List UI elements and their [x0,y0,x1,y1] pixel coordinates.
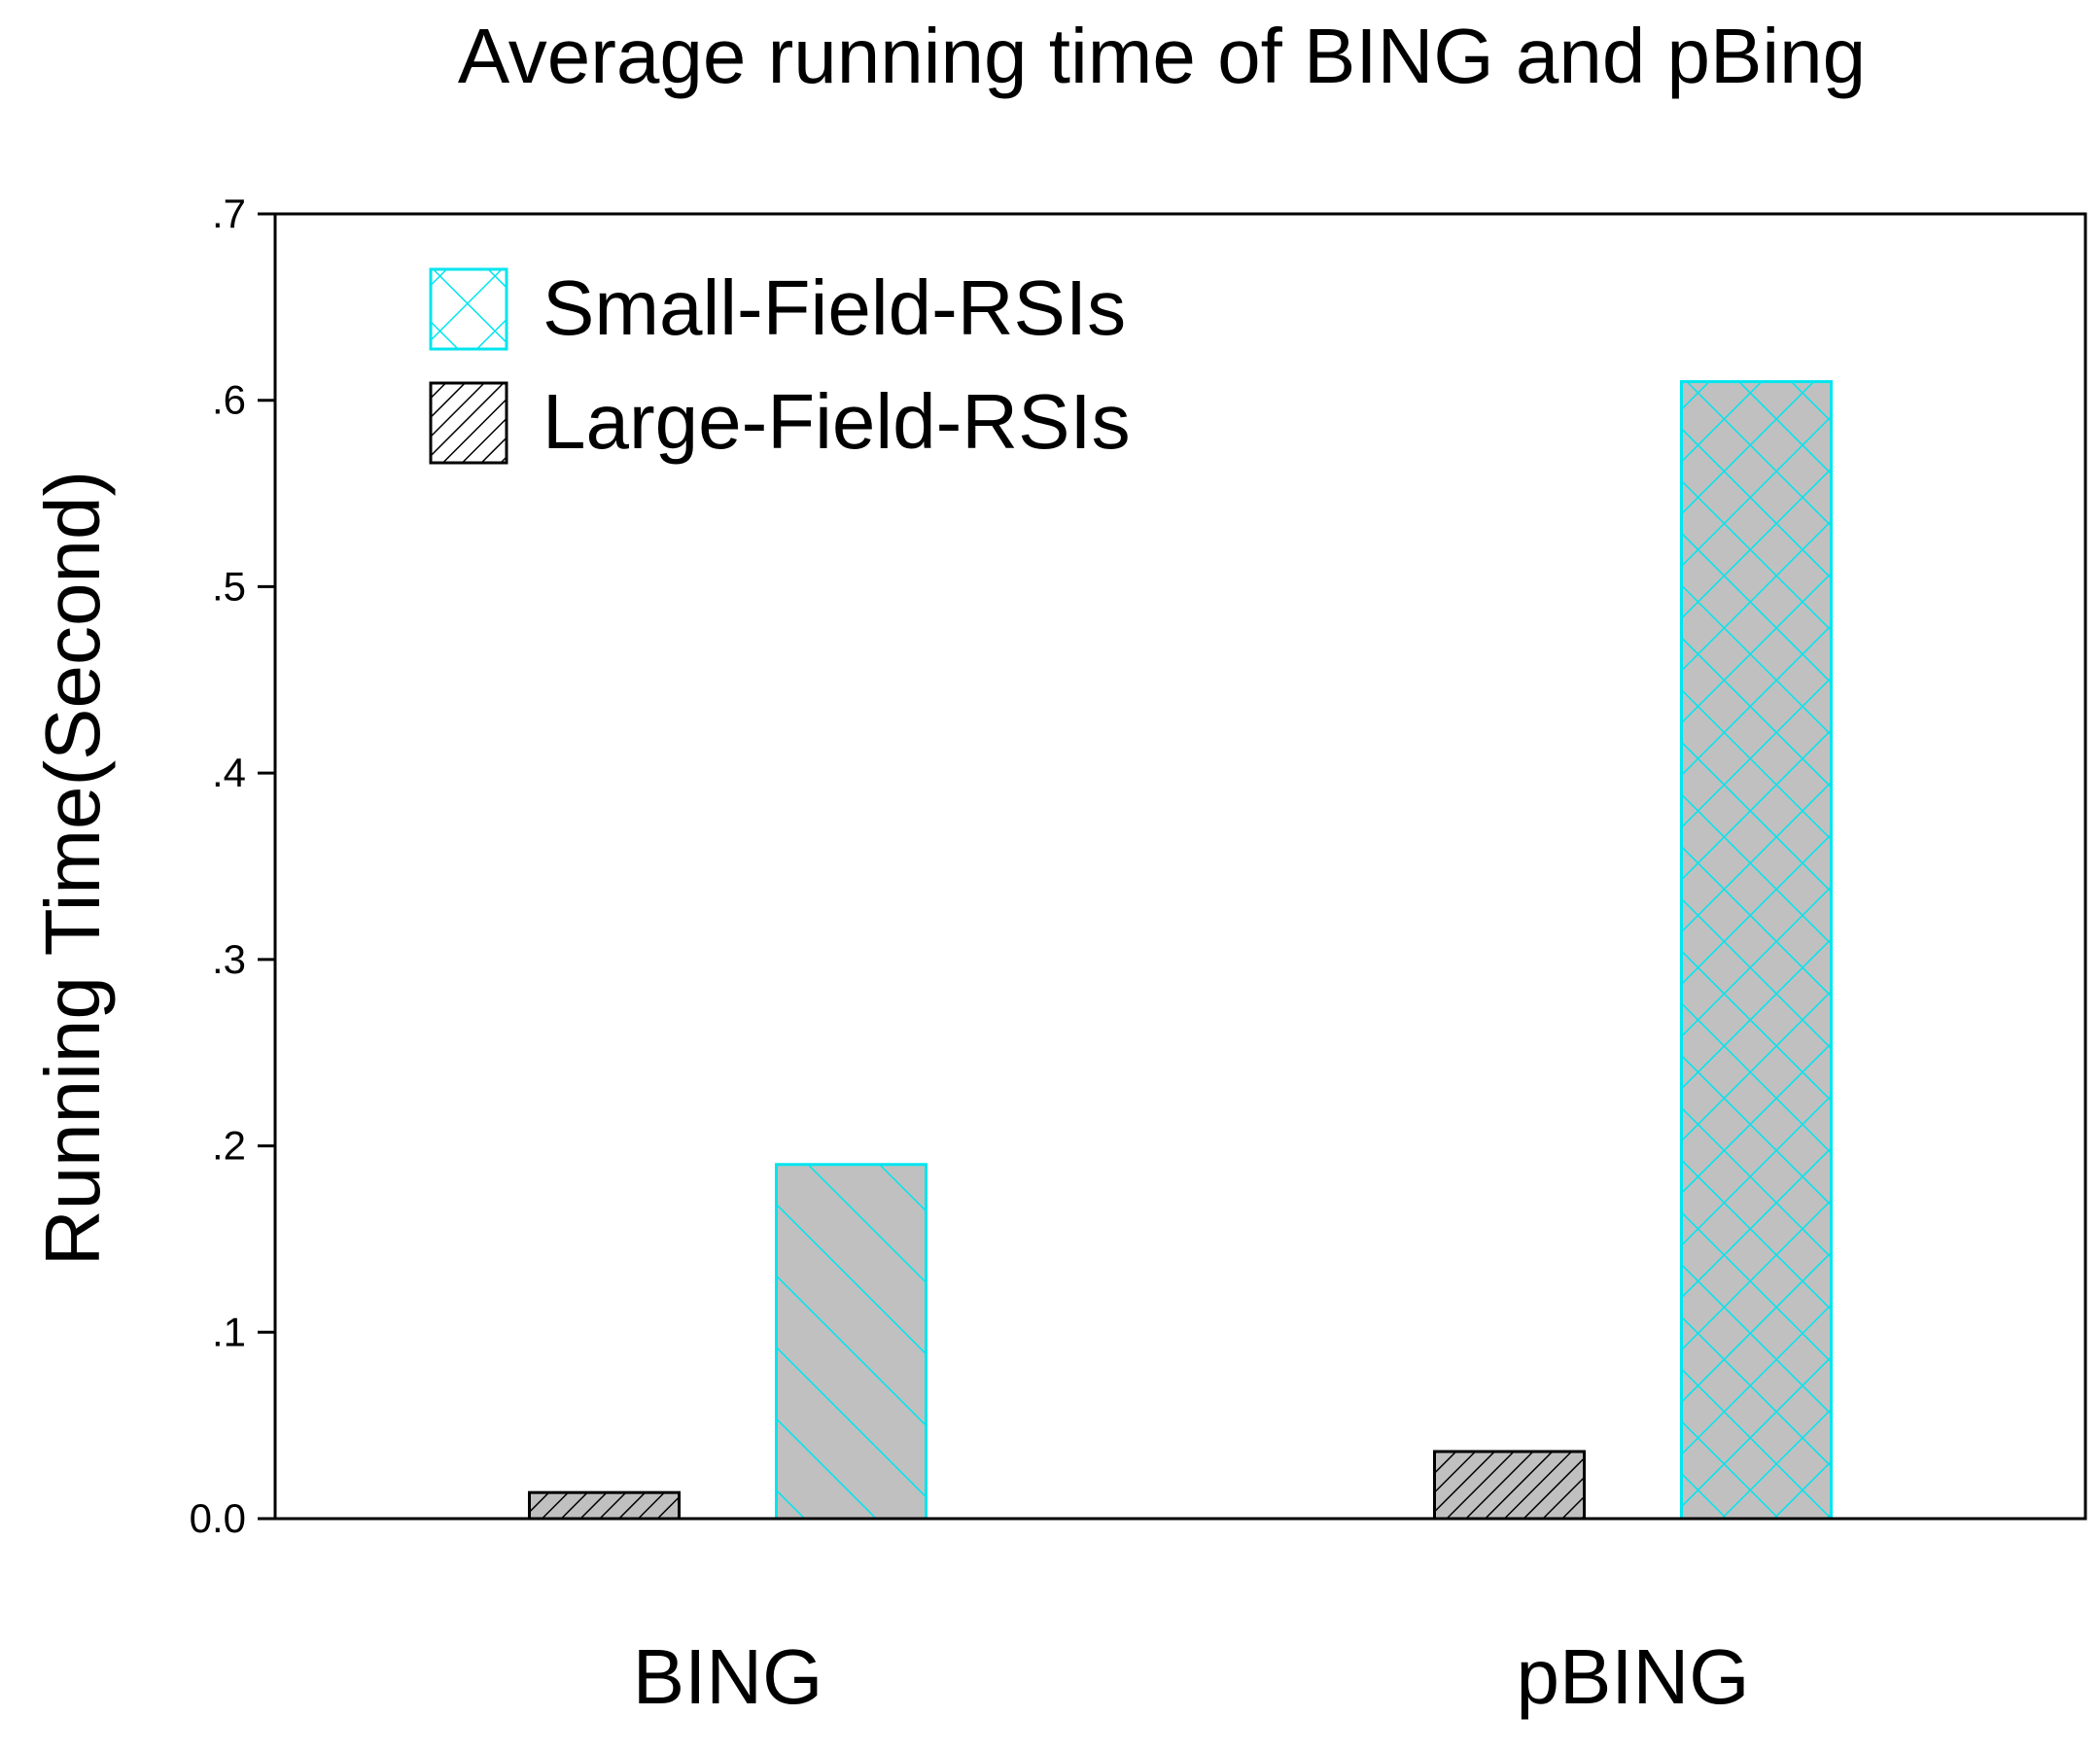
bar-bing-backslash [775,1163,928,1521]
y-axis-label: Running Time(Second) [29,471,116,1266]
x-tick-label: BING [633,1633,823,1720]
y-tick-label: .6 [212,377,246,423]
legend-label: Small-Field-RSIs [542,264,1126,351]
legend-label: Large-Field-RSIs [542,378,1131,465]
plot-frame [273,212,2087,1521]
y-tick-label: .2 [212,1123,246,1169]
chart-title: Average running time of BING and pBing [458,13,1866,99]
y-tick-label: .7 [212,191,246,236]
x-axis: BING pBING [633,1633,1750,1720]
bar-pbing-crosshatch [1680,380,1833,1521]
x-tick-label: pBING [1516,1633,1749,1720]
legend: Small-Field-RSIs Large-Field-RSIs [429,264,1131,465]
legend-swatch-diagonal [429,381,508,465]
bar-bing-diagonal [528,1490,681,1521]
bar-pbing-diagonal [1433,1450,1586,1521]
y-tick-label: 0.0 [190,1495,246,1541]
y-tick-label: .3 [212,936,246,982]
y-tick-label: .5 [212,563,246,609]
y-tick-label: .4 [212,750,246,795]
y-tick-label: .1 [212,1309,246,1354]
y-axis: 0.0 .1 .2 .3 .4 .5 .6 .7 [190,191,275,1541]
legend-swatch-crosshatch [429,267,508,351]
bars-layer [528,380,1833,1521]
